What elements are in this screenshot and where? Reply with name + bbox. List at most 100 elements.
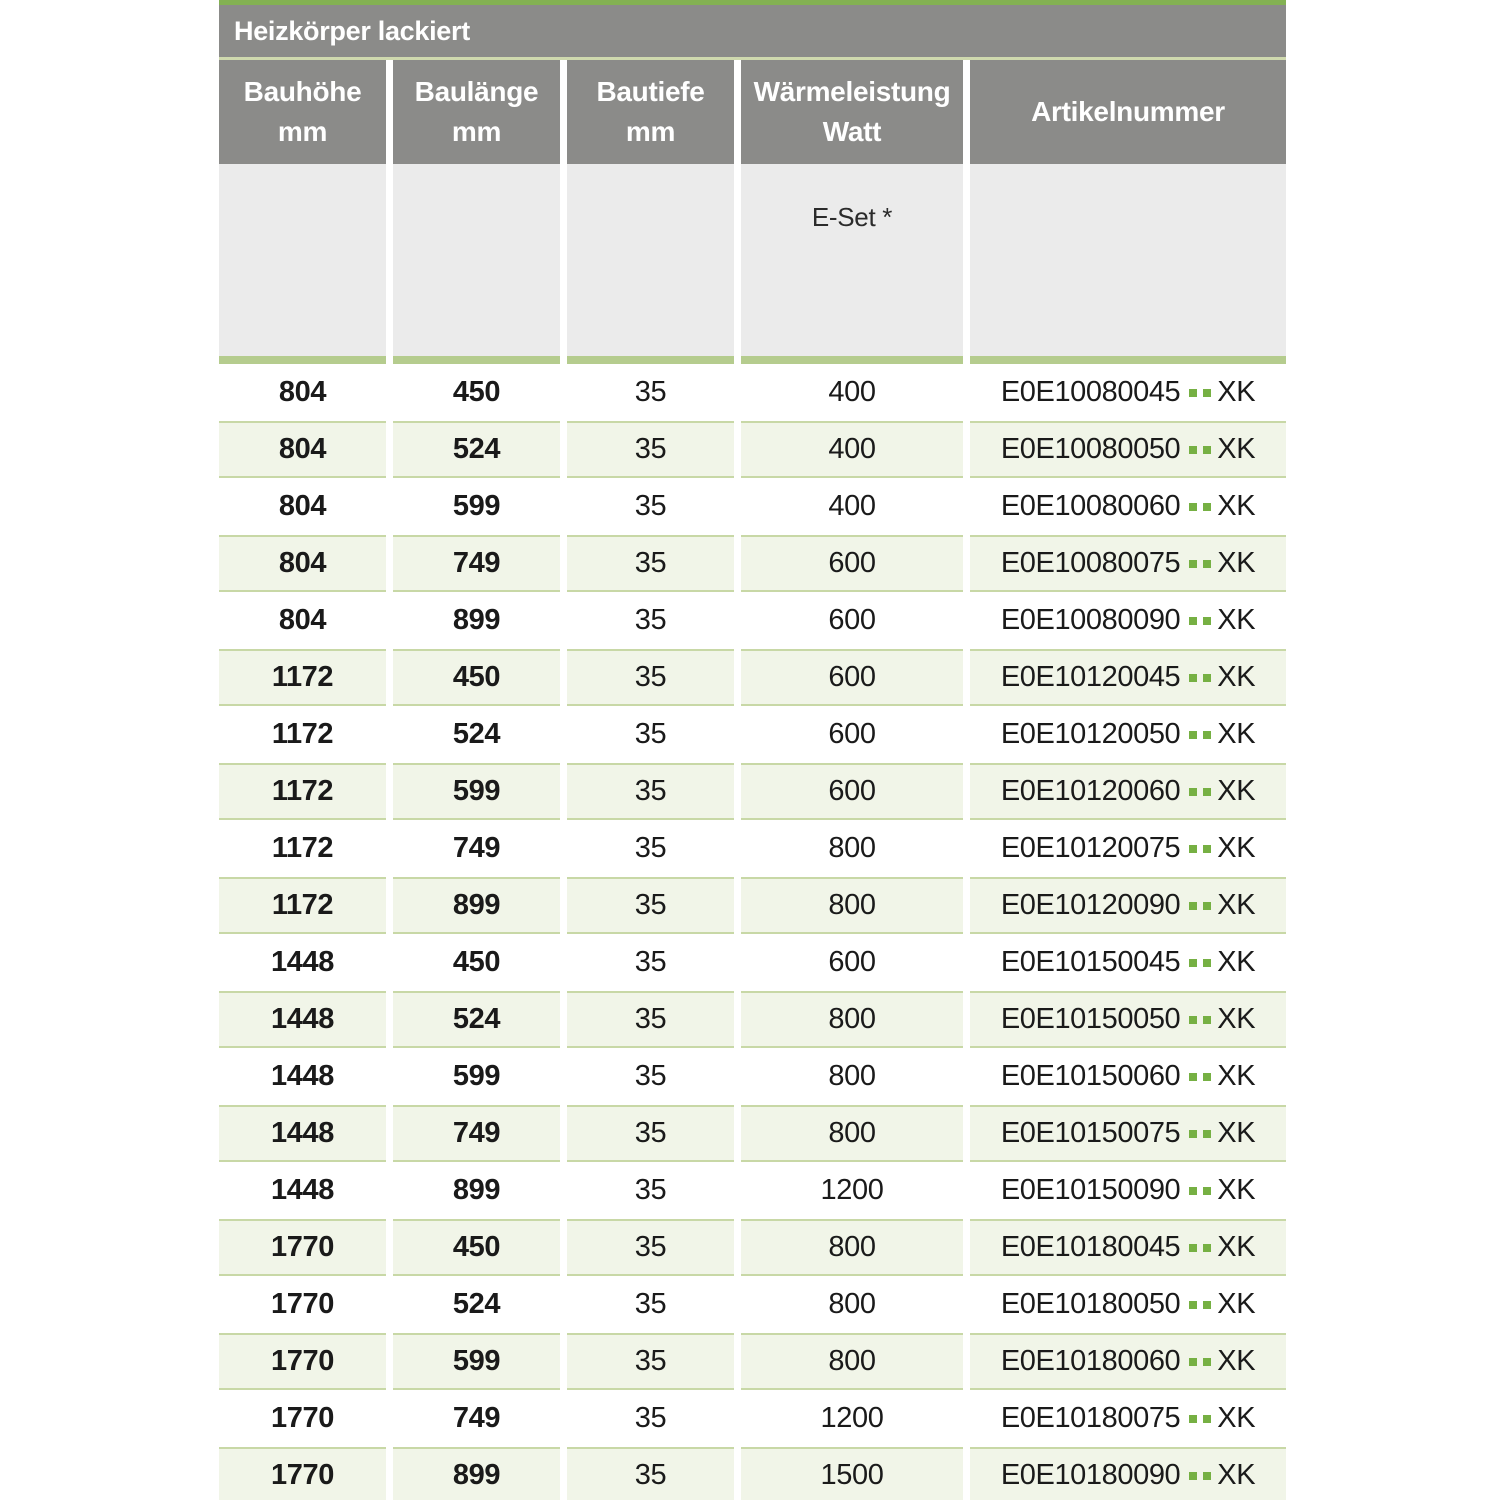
- cell-artikelnummer: E0E10150090 XK: [970, 1162, 1286, 1219]
- color-code-dot: [1189, 445, 1198, 454]
- header-unit: mm: [451, 116, 502, 147]
- cell-artikelnummer: E0E10080050 XK: [970, 421, 1286, 478]
- color-code-dot: [1203, 673, 1212, 682]
- cell-bauhoehe: 1172: [219, 706, 386, 763]
- cell-bauhoehe: 1172: [219, 649, 386, 706]
- color-code-dot: [1189, 958, 1198, 967]
- table-row: 1448 749 35 800 E0E10150075 XK: [219, 1105, 1286, 1162]
- header-label: Bauhöhe: [243, 76, 362, 107]
- cell-bautiefe: 35: [567, 1333, 734, 1390]
- artikel-suffix: XK: [1217, 1402, 1256, 1434]
- cell-baulaenge: 599: [393, 1333, 560, 1390]
- color-code-dot: [1189, 1186, 1198, 1195]
- table-row: 1172 524 35 600 E0E10120050 XK: [219, 706, 1286, 763]
- artikel-prefix: E0E10120090: [1000, 889, 1181, 921]
- header-cell-artikelnummer: Artikelnummer: [970, 60, 1286, 164]
- header-label: Bautiefe: [596, 76, 705, 107]
- color-code-dot: [1189, 559, 1198, 568]
- artikel-suffix: XK: [1217, 547, 1256, 579]
- color-code-dot: [1189, 502, 1198, 511]
- subheader-cell: [567, 164, 734, 356]
- cell-bautiefe: 35: [567, 535, 734, 592]
- color-code-dot: [1189, 1357, 1198, 1366]
- cell-artikelnummer: E0E10180050 XK: [970, 1276, 1286, 1333]
- cell-artikelnummer: E0E10080045 XK: [970, 364, 1286, 421]
- artikel-suffix: XK: [1217, 1459, 1256, 1491]
- cell-baulaenge: 450: [393, 1219, 560, 1276]
- cell-watt: 1500: [741, 1447, 963, 1500]
- artikel-prefix: E0E10150060: [1000, 1060, 1181, 1092]
- cell-artikelnummer: E0E10150045 XK: [970, 934, 1286, 991]
- color-code-dot: [1189, 388, 1198, 397]
- green-divider-segment: [393, 356, 560, 364]
- table-row: 1448 599 35 800 E0E10150060 XK: [219, 1048, 1286, 1105]
- artikel-prefix: E0E10180075: [1000, 1402, 1181, 1434]
- cell-baulaenge: 749: [393, 1105, 560, 1162]
- cell-bauhoehe: 1770: [219, 1219, 386, 1276]
- cell-artikelnummer: E0E10150060 XK: [970, 1048, 1286, 1105]
- cell-bautiefe: 35: [567, 1447, 734, 1500]
- table-row: 804 524 35 400 E0E10080050 XK: [219, 421, 1286, 478]
- header-cell-waermeleistung: Wärmeleistung Watt: [741, 60, 963, 164]
- table-row: 1172 599 35 600 E0E10120060 XK: [219, 763, 1286, 820]
- cell-watt: 800: [741, 991, 963, 1048]
- artikel-prefix: E0E10180060: [1000, 1345, 1181, 1377]
- cell-bautiefe: 35: [567, 649, 734, 706]
- cell-watt: 600: [741, 706, 963, 763]
- cell-bautiefe: 35: [567, 934, 734, 991]
- color-code-dot: [1203, 958, 1212, 967]
- cell-watt: 800: [741, 1219, 963, 1276]
- table-row: 1770 899 35 1500 E0E10180090 XK: [219, 1447, 1286, 1500]
- cell-bautiefe: 35: [567, 820, 734, 877]
- cell-watt: 600: [741, 592, 963, 649]
- artikel-prefix: E0E10150075: [1000, 1117, 1181, 1149]
- cell-bauhoehe: 1448: [219, 1162, 386, 1219]
- header-unit: Watt: [822, 116, 882, 147]
- artikel-suffix: XK: [1217, 376, 1256, 408]
- cell-bautiefe: 35: [567, 1162, 734, 1219]
- color-code-dot: [1203, 1129, 1212, 1138]
- artikel-suffix: XK: [1217, 1345, 1256, 1377]
- artikel-suffix: XK: [1217, 775, 1256, 807]
- cell-bautiefe: 35: [567, 421, 734, 478]
- table-row: 1172 749 35 800 E0E10120075 XK: [219, 820, 1286, 877]
- cell-artikelnummer: E0E10180090 XK: [970, 1447, 1286, 1500]
- color-code-dot: [1189, 1300, 1198, 1309]
- cell-bauhoehe: 1448: [219, 1105, 386, 1162]
- cell-watt: 600: [741, 763, 963, 820]
- artikel-suffix: XK: [1217, 1003, 1256, 1035]
- cell-watt: 1200: [741, 1390, 963, 1447]
- cell-artikelnummer: E0E10120050 XK: [970, 706, 1286, 763]
- cell-baulaenge: 899: [393, 1447, 560, 1500]
- cell-bauhoehe: 1770: [219, 1276, 386, 1333]
- artikel-prefix: E0E10120075: [1000, 832, 1181, 864]
- artikel-prefix: E0E10180090: [1000, 1459, 1181, 1491]
- color-code-dot: [1203, 1414, 1212, 1423]
- cell-baulaenge: 524: [393, 1276, 560, 1333]
- artikel-suffix: XK: [1217, 490, 1256, 522]
- table-row: 1172 899 35 800 E0E10120090 XK: [219, 877, 1286, 934]
- cell-bautiefe: 35: [567, 1276, 734, 1333]
- color-code-dot: [1203, 1186, 1212, 1195]
- artikel-prefix: E0E10180045: [1000, 1231, 1181, 1263]
- color-code-dot: [1189, 844, 1198, 853]
- color-code-dot: [1189, 1471, 1198, 1480]
- cell-bautiefe: 35: [567, 763, 734, 820]
- cell-bautiefe: 35: [567, 706, 734, 763]
- cell-baulaenge: 899: [393, 592, 560, 649]
- color-code-dot: [1203, 1357, 1212, 1366]
- header-row: Bauhöhe mm Baulänge mm Bautiefe mm Wärme…: [219, 60, 1286, 164]
- header-label: Wärmeleistung: [753, 76, 951, 107]
- cell-bautiefe: 35: [567, 877, 734, 934]
- cell-bautiefe: 35: [567, 991, 734, 1048]
- cell-watt: 400: [741, 478, 963, 535]
- cell-baulaenge: 899: [393, 1162, 560, 1219]
- cell-artikelnummer: E0E10120060 XK: [970, 763, 1286, 820]
- cell-bautiefe: 35: [567, 1105, 734, 1162]
- table-row: 1448 899 35 1200 E0E10150090 XK: [219, 1162, 1286, 1219]
- cell-bautiefe: 35: [567, 1219, 734, 1276]
- artikel-suffix: XK: [1217, 718, 1256, 750]
- artikel-suffix: XK: [1217, 1288, 1256, 1320]
- color-code-dot: [1189, 787, 1198, 796]
- table-row: 804 749 35 600 E0E10080075 XK: [219, 535, 1286, 592]
